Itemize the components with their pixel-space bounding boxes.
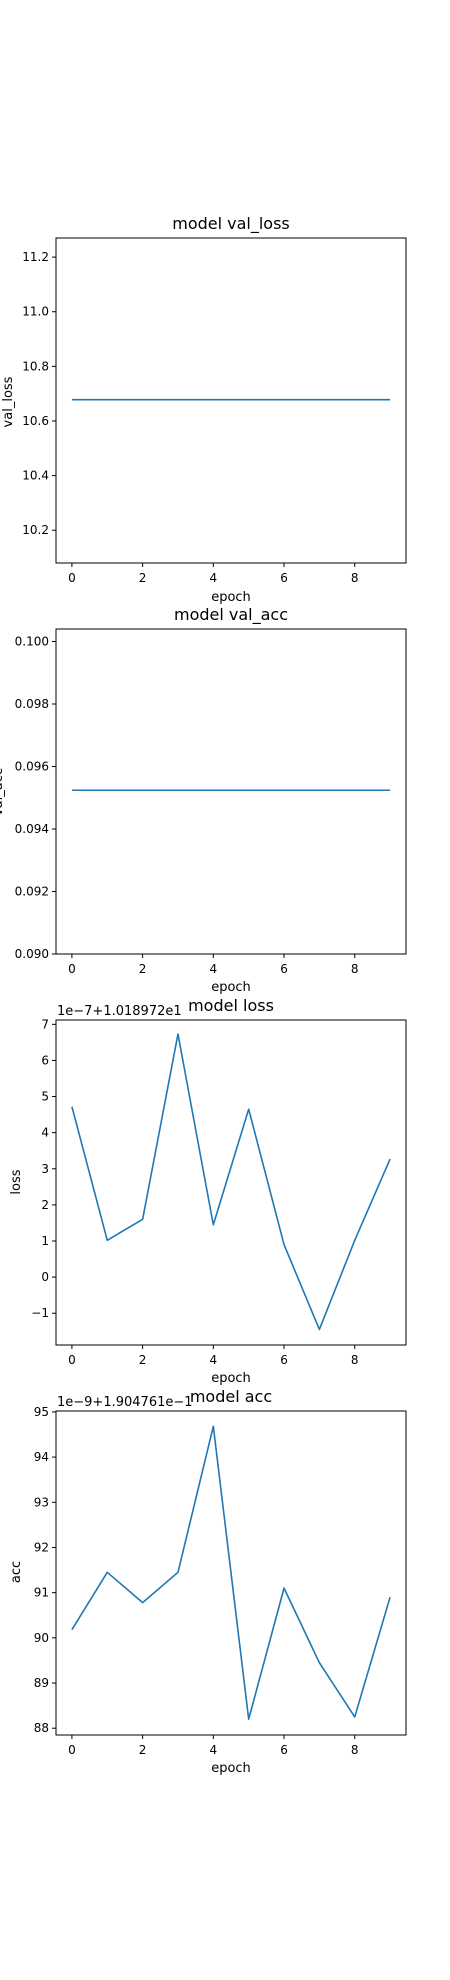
axes-frame: [55, 237, 407, 564]
y-axis-label: acc: [9, 1561, 24, 1583]
y-tick-label: 92: [34, 1540, 49, 1554]
y-tick-label: 7: [41, 1017, 49, 1031]
subplot-2: model val_acc 0 2 4 6 80.0900.0920.0940.0960…: [0, 605, 407, 995]
y-tick-label: 88: [34, 1721, 49, 1735]
subplot-title: model loss: [188, 996, 274, 1015]
y-tick-label: 94: [34, 1450, 49, 1464]
y-tick-label: 0.096: [15, 760, 49, 774]
y-tick-label: 95: [34, 1405, 49, 1419]
y-tick-label: 0.100: [15, 635, 49, 649]
y-tick-label: 11.2: [22, 250, 49, 264]
x-tick-label: 2: [139, 1353, 147, 1367]
x-tick-label: 8: [351, 962, 359, 976]
subplot-title: model val_loss: [172, 214, 290, 234]
y-tick-label: 0.094: [15, 822, 49, 836]
y-tick-label: 0.090: [15, 947, 49, 961]
series-line: [71, 1425, 391, 1720]
series-line: [71, 1033, 391, 1331]
tick-layer: 0 2 4 6 8 0.090 0.092 0.094 0.096 0.098 0.100: [15, 635, 359, 977]
subplot-4: model acc 1e−9+1.904761e−1 0 2 4 6 888899091…: [9, 1387, 407, 1776]
x-tick-label: 2: [139, 962, 147, 976]
y-tick-label: 91: [34, 1586, 49, 1600]
y-axis-label: loss: [9, 1169, 24, 1194]
subplot-3: model loss 1e−7+1.018972e1 0 2 4 6 8 −1 0 1 2 3 4 5…: [9, 996, 407, 1386]
y-offset-label: 1e−9+1.904761e−1: [57, 1395, 193, 1410]
x-axis-label: epoch: [211, 980, 251, 995]
y-tick-label: 6: [41, 1053, 49, 1067]
tick-layer: 0 2 4 6 8 −1 0 1 2 3 4 5 6 7: [31, 1017, 358, 1367]
axes-frame: [55, 1410, 407, 1736]
subplot-title: model acc: [190, 1387, 272, 1406]
x-axis-label: epoch: [211, 1761, 251, 1776]
y-tick-label: 2: [41, 1198, 49, 1212]
y-tick-label: 89: [34, 1676, 49, 1690]
tick-layer: 0 2 4 6 8 10.2 10.4 10.6 10.8 11.0 11.2: [22, 250, 358, 585]
y-tick-label: 10.6: [22, 414, 49, 428]
x-tick-label: 6: [280, 571, 288, 585]
axes-frame: [55, 1019, 407, 1346]
y-axis-label: val_loss: [1, 376, 16, 427]
x-tick-label: 4: [210, 1743, 218, 1757]
axes-frame: [55, 628, 407, 955]
y-tick-label: 0.098: [15, 697, 49, 711]
x-tick-label: 4: [210, 571, 218, 585]
y-tick-label: −1: [31, 1306, 49, 1320]
x-tick-label: 0: [68, 962, 76, 976]
x-tick-label: 6: [280, 1353, 288, 1367]
x-axis-label: epoch: [211, 590, 251, 605]
y-tick-label: 10.8: [22, 359, 49, 373]
x-tick-label: 4: [210, 1353, 218, 1367]
x-tick-label: 0: [68, 1353, 76, 1367]
x-tick-label: 0: [68, 1743, 76, 1757]
x-axis-label: epoch: [211, 1371, 251, 1386]
y-tick-label: 10.2: [22, 523, 49, 537]
x-tick-label: 2: [139, 1743, 147, 1757]
y-tick-label: 1: [41, 1234, 49, 1248]
y-tick-label: 3: [41, 1162, 49, 1176]
y-axis-label: val_acc: [0, 768, 6, 816]
y-offset-label: 1e−7+1.018972e1: [57, 1004, 182, 1019]
x-tick-label: 4: [210, 962, 218, 976]
x-tick-label: 0: [68, 571, 76, 585]
x-tick-label: 6: [280, 962, 288, 976]
y-tick-label: 0: [41, 1270, 49, 1284]
plot-layer: [71, 1033, 391, 1331]
x-tick-label: 6: [280, 1743, 288, 1757]
x-tick-label: 8: [351, 1353, 359, 1367]
subplot-1: model val_loss 0 2 4 6 8 10.2 10.4 10.6 10.8 11.0…: [1, 214, 407, 605]
y-tick-label: 10.4: [22, 469, 49, 483]
y-tick-label: 90: [34, 1631, 49, 1645]
y-tick-label: 4: [41, 1126, 49, 1140]
subplot-title: model val_acc: [174, 605, 288, 625]
x-tick-label: 2: [139, 571, 147, 585]
x-tick-label: 8: [351, 571, 359, 585]
y-tick-label: 0.092: [15, 885, 49, 899]
x-tick-label: 8: [351, 1743, 359, 1757]
y-tick-label: 93: [34, 1495, 49, 1509]
y-tick-label: 5: [41, 1090, 49, 1104]
plot-layer: [71, 1425, 391, 1720]
y-tick-label: 11.0: [22, 305, 49, 319]
